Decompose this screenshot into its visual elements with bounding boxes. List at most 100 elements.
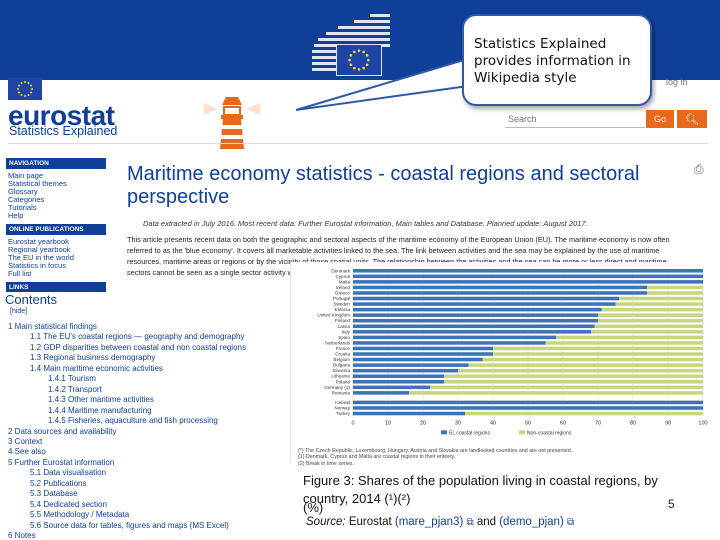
bar-coastal bbox=[353, 280, 703, 284]
toc-item[interactable]: 2 Data sources and availability bbox=[8, 426, 117, 436]
toc-item[interactable]: 5.5 Methodology / Metadata bbox=[30, 510, 130, 520]
bar-coastal bbox=[353, 374, 444, 378]
nav-link-statistical-themes[interactable]: Statistical themes bbox=[8, 179, 67, 188]
nav-heading-online-publications: ONLINE PUBLICATIONS bbox=[6, 224, 106, 235]
lighthouse-icon bbox=[204, 97, 260, 149]
x-tick-label: 60 bbox=[560, 420, 566, 426]
callout-pointer bbox=[295, 58, 470, 111]
bar-coastal bbox=[353, 400, 703, 405]
bar-non-coastal bbox=[465, 411, 703, 416]
bar-coastal bbox=[353, 285, 647, 290]
category-label: Estonia bbox=[335, 307, 351, 312]
source-publisher: Eurostat bbox=[348, 516, 392, 528]
toc-item[interactable]: 5.3 Database bbox=[30, 489, 78, 499]
eurostat-logo[interactable]: eurostat bbox=[8, 100, 115, 131]
toc-item[interactable]: 1.4.2 Transport bbox=[48, 384, 102, 394]
toc-item[interactable]: 1.1 The EU's coastal regions — geography… bbox=[30, 332, 245, 342]
printer-icon[interactable]: ⎙ bbox=[694, 162, 704, 176]
legend-swatch bbox=[519, 430, 525, 435]
bar-non-coastal bbox=[647, 291, 703, 295]
toc-item[interactable]: 5 Further Eurostat information bbox=[8, 457, 115, 467]
toc-item[interactable]: 1.2 GDP disparities between coastal and … bbox=[30, 342, 246, 352]
nav-link-main-page[interactable]: Main page bbox=[8, 171, 44, 180]
x-tick-label: 0 bbox=[351, 420, 354, 426]
external-link-icon: ⧉ bbox=[466, 517, 474, 528]
nav-link-eu-in-the-world[interactable]: The EU in the world bbox=[8, 253, 74, 262]
bar-non-coastal bbox=[430, 385, 703, 390]
x-tick-label: 90 bbox=[665, 420, 671, 426]
category-label: Netherlands bbox=[325, 340, 350, 345]
search-button[interactable]: 🔍︎ bbox=[677, 110, 707, 128]
search-input[interactable] bbox=[505, 110, 645, 128]
toc-item[interactable]: 4 See also bbox=[8, 447, 46, 457]
source-link-mare-pjan3[interactable]: (mare_pjan3) bbox=[394, 516, 464, 528]
toc-item[interactable]: 1.4.5 Fisheries, aquaculture and fish pr… bbox=[48, 416, 218, 426]
nav-link-help[interactable]: Help bbox=[8, 211, 24, 220]
header-divider bbox=[8, 143, 708, 144]
category-label: France bbox=[336, 346, 351, 351]
nav-link-categories[interactable]: Categories bbox=[8, 195, 45, 204]
nav-link-full-list[interactable]: Full list bbox=[8, 269, 32, 278]
bar-non-coastal bbox=[444, 374, 703, 378]
category-label: Cyprus bbox=[335, 274, 350, 279]
bar-coastal bbox=[353, 411, 465, 416]
toc-item[interactable]: 1.4.1 Tourism bbox=[48, 374, 96, 384]
figure-caption: Figure 3: Shares of the population livin… bbox=[303, 473, 658, 506]
bar-coastal bbox=[353, 406, 703, 410]
toc-item[interactable]: 1.4.3 Other maritime activities bbox=[48, 395, 154, 405]
bar-non-coastal bbox=[556, 335, 703, 340]
toc-item[interactable]: 6 Notes bbox=[8, 531, 36, 540]
source-label: Source: bbox=[306, 516, 346, 528]
bar-coastal bbox=[353, 313, 598, 317]
bar-non-coastal bbox=[591, 330, 703, 334]
bar-coastal bbox=[353, 296, 619, 301]
source-link-demo-pjan[interactable]: (demo_pjan) bbox=[499, 516, 564, 528]
toc-item[interactable]: 1 Main statistical findings bbox=[8, 322, 97, 331]
category-label: Malta bbox=[339, 279, 351, 284]
bar-non-coastal bbox=[493, 352, 703, 356]
nav-link-statistics-in-focus[interactable]: Statistics in focus bbox=[8, 261, 66, 270]
x-tick-label: 50 bbox=[525, 420, 531, 426]
toc-item[interactable]: 5.4 Dedicated section bbox=[30, 499, 107, 509]
bar-coastal bbox=[353, 274, 703, 279]
category-label: Italy bbox=[342, 329, 351, 334]
bar-non-coastal bbox=[594, 324, 703, 329]
source-and: and bbox=[476, 516, 497, 528]
external-link-icon: ⧉ bbox=[567, 517, 575, 528]
go-button[interactable]: Go bbox=[646, 110, 674, 128]
x-tick-label: 40 bbox=[490, 420, 496, 426]
bar-coastal bbox=[353, 391, 409, 395]
toc-item[interactable]: 5.1 Data visualisation bbox=[30, 468, 107, 478]
login-link[interactable]: log in bbox=[666, 77, 688, 87]
eu-flag-icon bbox=[336, 44, 382, 76]
toc-item[interactable]: 1.3 Regional business demography bbox=[30, 353, 156, 363]
category-label: Lithuania bbox=[331, 374, 350, 379]
bar-coastal bbox=[353, 352, 493, 356]
bar-coastal bbox=[353, 346, 493, 351]
bar-coastal bbox=[353, 330, 591, 334]
bar-coastal bbox=[353, 324, 595, 329]
toc-item[interactable]: 5.2 Publications bbox=[30, 478, 87, 488]
bar-coastal bbox=[353, 363, 469, 367]
slide-number: 5 bbox=[668, 497, 675, 511]
toc-item[interactable]: 5.6 Source data for tables, figures and … bbox=[30, 520, 229, 530]
nav-link-regional-yearbook[interactable]: Regional yearbook bbox=[8, 245, 71, 254]
toc-item[interactable]: 1.4.4 Maritime manufacturing bbox=[48, 405, 152, 415]
bar-coastal bbox=[353, 357, 483, 362]
chart-svg: 0 10 20 30 40 50 60 70 80 90 100 DenmarkCyprusMalta… bbox=[317, 268, 708, 436]
nav-heading-links: LINKS bbox=[6, 282, 106, 293]
category-label: Latvia bbox=[338, 324, 351, 329]
nav-link-tutorials[interactable]: Tutorials bbox=[8, 203, 37, 212]
category-label: Sweden bbox=[333, 302, 350, 307]
bar-coastal bbox=[353, 385, 430, 390]
nav-link-glossary[interactable]: Glossary bbox=[8, 187, 38, 196]
category-label: Greece bbox=[335, 290, 351, 295]
chart-note: (2) Break in time series. bbox=[298, 460, 354, 467]
contents-hide-link[interactable]: [hide] bbox=[10, 308, 28, 315]
toc-item[interactable]: 3 Context bbox=[8, 436, 43, 446]
toc-item[interactable]: 1.4 Main maritime economic activities bbox=[30, 363, 163, 373]
bar-non-coastal bbox=[619, 296, 703, 301]
figure-source: Source: Eurostat (mare_pjan3) ⧉ and (dem… bbox=[306, 516, 574, 528]
callout-balloon: Statistics Explained provides informatio… bbox=[462, 14, 652, 106]
nav-link-eurostat-yearbook[interactable]: Eurostat yearbook bbox=[8, 237, 69, 246]
